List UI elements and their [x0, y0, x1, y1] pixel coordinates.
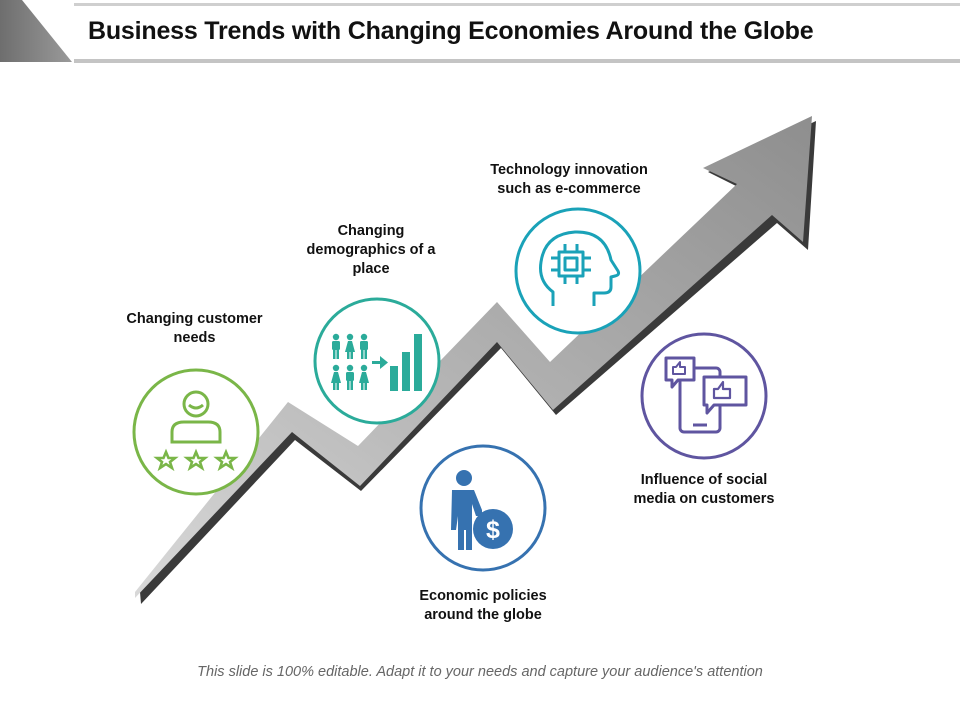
header-bar — [0, 0, 960, 63]
people-row-bottom — [331, 364, 369, 390]
svg-text:$: $ — [486, 516, 500, 544]
economic-policies-icon-circle: $ — [419, 444, 547, 572]
demographics-icon-circle — [313, 297, 441, 425]
technology-icon-circle — [514, 207, 642, 335]
header-bottom-line — [74, 59, 960, 63]
customer-needs-icon-circle — [132, 368, 260, 496]
growth-bars — [390, 334, 422, 391]
customer-rating-icon — [153, 390, 239, 472]
label-customer-needs: Changing customer needs — [126, 311, 263, 346]
header-corner-triangle — [0, 0, 72, 62]
demographics-growth-icon — [331, 333, 422, 391]
label-economic-policies: Economic policies around the globe — [419, 588, 547, 623]
people-row-top — [332, 333, 368, 359]
footer-note: This slide is 100% editable. Adapt it to… — [197, 664, 763, 680]
arrow-shadow — [140, 121, 816, 604]
social-media-likes-icon — [664, 356, 748, 434]
social-media-icon-circle — [640, 332, 768, 460]
businessman-dollar-icon: $ — [451, 470, 513, 550]
growth-arrow — [372, 356, 388, 369]
like-bubble-left — [664, 356, 696, 389]
label-social-media: Influence of social media on customers — [633, 472, 775, 507]
ai-head-chip-icon — [539, 230, 621, 306]
header-top-line — [74, 3, 960, 6]
like-bubble-right — [702, 375, 748, 415]
label-demographics: Changing demographics of a place — [306, 223, 436, 277]
label-technology: Technology innovation such as e-commerce — [490, 162, 648, 197]
page-title: Business Trends with Changing Economies … — [88, 17, 814, 45]
trend-arrow — [135, 116, 812, 598]
